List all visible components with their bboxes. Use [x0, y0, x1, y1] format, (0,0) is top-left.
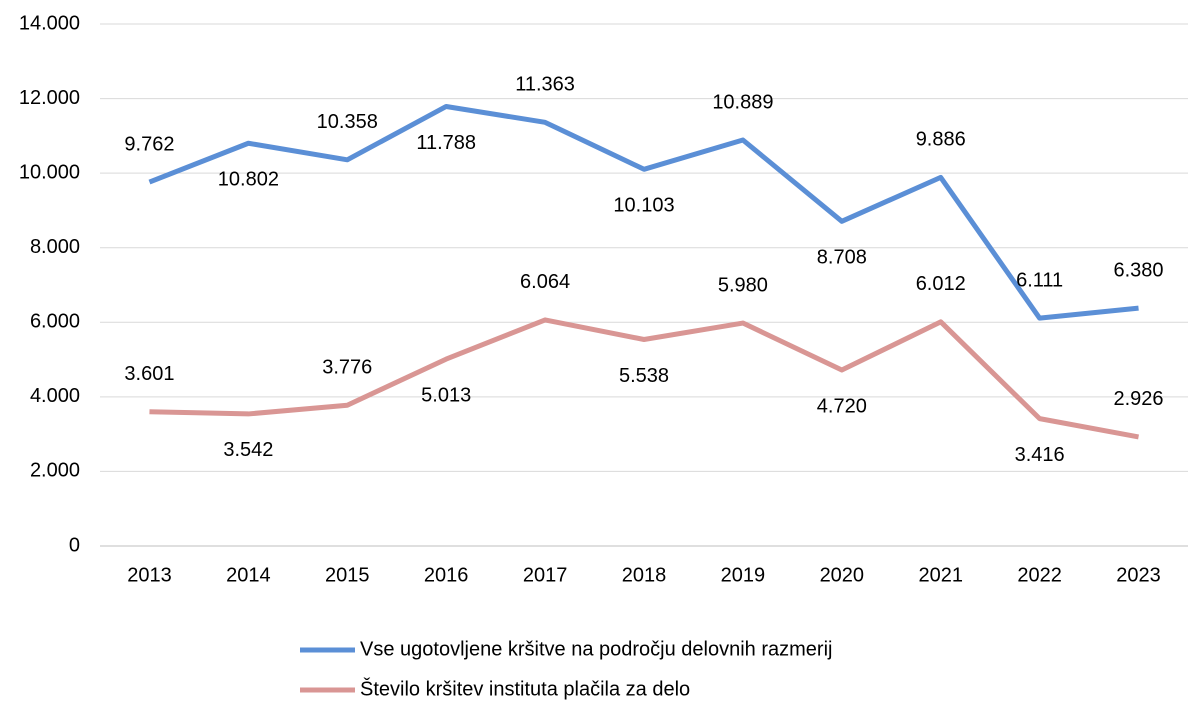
data-label: 3.416	[1015, 444, 1065, 466]
x-tick-label: 2013	[127, 564, 172, 586]
x-tick-label: 2017	[523, 564, 568, 586]
data-label: 9.762	[124, 133, 174, 155]
x-tick-label: 2021	[918, 564, 963, 586]
x-tick-label: 2020	[820, 564, 865, 586]
x-tick-label: 2014	[226, 564, 271, 586]
y-tick-label: 10.000	[19, 161, 80, 183]
data-label: 3.776	[322, 356, 372, 378]
data-label: 6.064	[520, 271, 570, 293]
data-label: 10.889	[712, 91, 773, 113]
data-label: 8.708	[817, 247, 867, 269]
y-tick-label: 8.000	[30, 236, 80, 258]
data-label: 3.542	[223, 439, 273, 461]
data-label: 11.788	[416, 132, 476, 154]
data-label: 4.720	[817, 395, 867, 417]
y-tick-label: 4.000	[30, 385, 80, 407]
y-tick-label: 14.000	[19, 12, 80, 34]
x-tick-label: 2016	[424, 564, 469, 586]
x-tick-label: 2018	[622, 564, 667, 586]
y-tick-label: 2.000	[30, 460, 80, 482]
data-label: 5.538	[619, 365, 669, 387]
x-tick-label: 2019	[721, 564, 766, 586]
data-label: 6.012	[916, 273, 966, 295]
data-label: 6.111	[1016, 269, 1063, 291]
y-tick-label: 12.000	[19, 87, 80, 109]
data-label: 10.358	[317, 111, 378, 133]
data-label: 3.601	[124, 363, 174, 385]
data-label: 10.802	[218, 169, 279, 191]
legend-label: Število kršitev instituta plačila za del…	[360, 677, 690, 700]
x-tick-label: 2023	[1116, 564, 1161, 586]
y-tick-label: 0	[69, 534, 80, 556]
data-label: 5.013	[421, 384, 471, 406]
data-label: 9.886	[916, 129, 966, 151]
data-label: 2.926	[1114, 388, 1164, 410]
data-label: 6.380	[1114, 259, 1164, 281]
data-label: 5.980	[718, 274, 768, 296]
series-line	[149, 317, 1140, 440]
y-tick-label: 6.000	[30, 311, 80, 333]
x-tick-label: 2022	[1017, 564, 1062, 586]
series-line	[148, 103, 1139, 321]
legend-label: Vse ugotovljene kršitve na področju delo…	[360, 638, 832, 660]
data-label: 10.103	[613, 195, 674, 217]
x-tick-label: 2015	[325, 564, 370, 586]
data-label: 11.363	[515, 74, 575, 96]
